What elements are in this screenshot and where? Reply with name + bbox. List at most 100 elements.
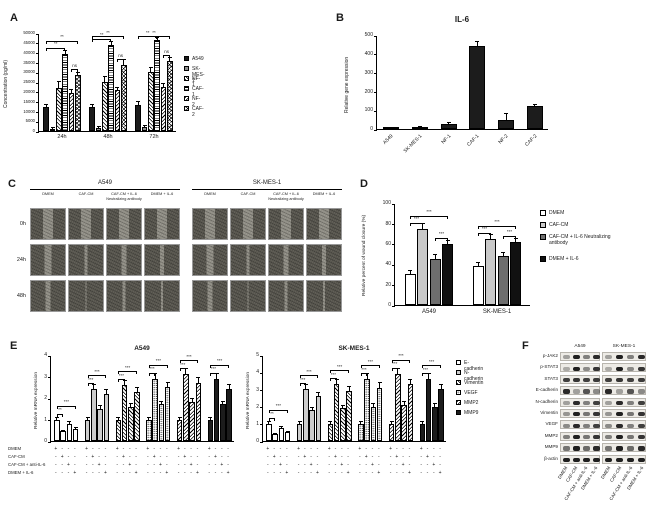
bar xyxy=(432,406,438,441)
y-tick-label: 300 xyxy=(364,69,373,76)
error-bar xyxy=(515,238,517,242)
matrix-symbol: - xyxy=(116,469,119,476)
bar xyxy=(340,408,346,441)
protein-band xyxy=(616,412,623,417)
matrix-symbol: + xyxy=(432,461,436,468)
error-bar-cap xyxy=(475,40,480,42)
error-bar xyxy=(148,417,150,420)
matrix-symbol: - xyxy=(184,469,186,476)
y-tick-label: 100 xyxy=(382,200,391,207)
wound-micrograph xyxy=(68,208,104,240)
protein-band xyxy=(616,446,623,451)
significance-bracket xyxy=(56,413,64,417)
error-bar xyxy=(209,417,211,420)
bar xyxy=(419,423,425,441)
bar xyxy=(120,65,127,131)
y-tick-mark xyxy=(36,43,39,45)
error-bar xyxy=(477,263,479,267)
matrix-symbol: - xyxy=(267,453,269,460)
error-bar-cap xyxy=(418,126,422,128)
error-bar xyxy=(64,50,66,54)
error-bar xyxy=(372,403,374,407)
blot-strip xyxy=(560,409,600,418)
protein-band xyxy=(562,457,570,462)
wound-micrograph xyxy=(306,280,342,312)
error-bar xyxy=(366,374,368,380)
bar xyxy=(442,243,454,305)
matrix-symbol: - xyxy=(426,445,429,452)
matrix-symbol: - xyxy=(371,453,374,460)
significance-bracket xyxy=(330,378,337,382)
error-bar-cap xyxy=(146,416,151,418)
matrix-symbol: + xyxy=(177,445,180,452)
protein-band xyxy=(616,434,623,440)
y-tick-mark xyxy=(36,53,39,55)
error-bar xyxy=(191,399,193,403)
matrix-condition-label: CAF-CM xyxy=(8,454,25,459)
y-tick-label: 10000 xyxy=(23,108,35,114)
significance-label: *** xyxy=(217,358,223,364)
protein-band xyxy=(616,400,623,405)
error-bar-cap xyxy=(266,421,271,423)
protein-band xyxy=(572,355,580,360)
significance-bracket xyxy=(422,365,442,369)
protein-band xyxy=(562,434,570,440)
error-bar xyxy=(305,385,307,390)
significance-label: *** xyxy=(210,366,216,372)
blot-strip xyxy=(560,374,600,384)
matrix-symbol: + xyxy=(220,461,224,468)
matrix-symbol: - xyxy=(408,461,411,468)
protein-band xyxy=(605,446,612,451)
matrix-symbol: - xyxy=(340,469,343,476)
legend-label: CAF-CM xyxy=(549,222,569,228)
bar xyxy=(68,92,75,131)
matrix-symbol: - xyxy=(347,445,349,452)
protein-band xyxy=(616,366,623,371)
protein-label: β-actin xyxy=(544,455,558,461)
error-bar-cap xyxy=(54,416,59,418)
y-tick-label: 50000 xyxy=(23,30,35,36)
y-tick-label: 5 xyxy=(256,352,259,359)
protein-band xyxy=(562,423,570,428)
timepoint-label: 0h xyxy=(19,221,26,227)
matrix-symbol: - xyxy=(432,445,435,452)
significance-bracket xyxy=(268,409,288,413)
panel-f-colhead-a549: A549 xyxy=(574,344,586,349)
error-bar-cap xyxy=(365,373,370,375)
error-bar xyxy=(110,42,112,45)
matrix-symbol: - xyxy=(92,469,94,476)
bar xyxy=(425,379,432,441)
matrix-symbol: - xyxy=(408,453,411,460)
error-bar xyxy=(169,58,171,62)
matrix-symbol: - xyxy=(285,445,288,452)
error-bar xyxy=(505,114,507,120)
error-bar-cap xyxy=(61,429,66,431)
significance-bracket xyxy=(391,359,411,363)
legend-swatch xyxy=(456,400,461,405)
legend-item: CAF-CM + IL-6 Neutralizing antibody xyxy=(540,234,629,246)
error-bar-cap xyxy=(98,405,103,407)
error-bar-cap xyxy=(446,121,451,123)
y-tick-mark xyxy=(48,377,51,378)
significance-label: *** xyxy=(88,376,94,382)
significance-label: *** xyxy=(361,366,367,372)
protein-band xyxy=(627,412,634,417)
matrix-symbol: + xyxy=(103,469,107,476)
error-bar xyxy=(434,403,436,407)
legend-label: SK-MES-1 xyxy=(192,66,205,84)
legend-swatch xyxy=(540,234,546,240)
y-tick-label: 4 xyxy=(44,352,47,359)
significance-label: *** xyxy=(125,364,131,370)
matrix-symbol: - xyxy=(340,453,343,460)
group-underline xyxy=(30,189,180,190)
y-tick-mark xyxy=(48,355,51,357)
protein-band xyxy=(592,434,600,440)
error-bar-cap xyxy=(148,67,153,69)
legend-label: A549 xyxy=(192,56,204,62)
panel-c-cellline-skmes1: SK-MES-1 xyxy=(252,180,282,186)
significance-label: ** xyxy=(145,29,150,35)
matrix-symbol: - xyxy=(61,469,63,476)
protein-label: STAT3 xyxy=(544,375,558,381)
matrix-symbol: + xyxy=(334,453,337,460)
matrix-symbol: - xyxy=(279,445,282,452)
